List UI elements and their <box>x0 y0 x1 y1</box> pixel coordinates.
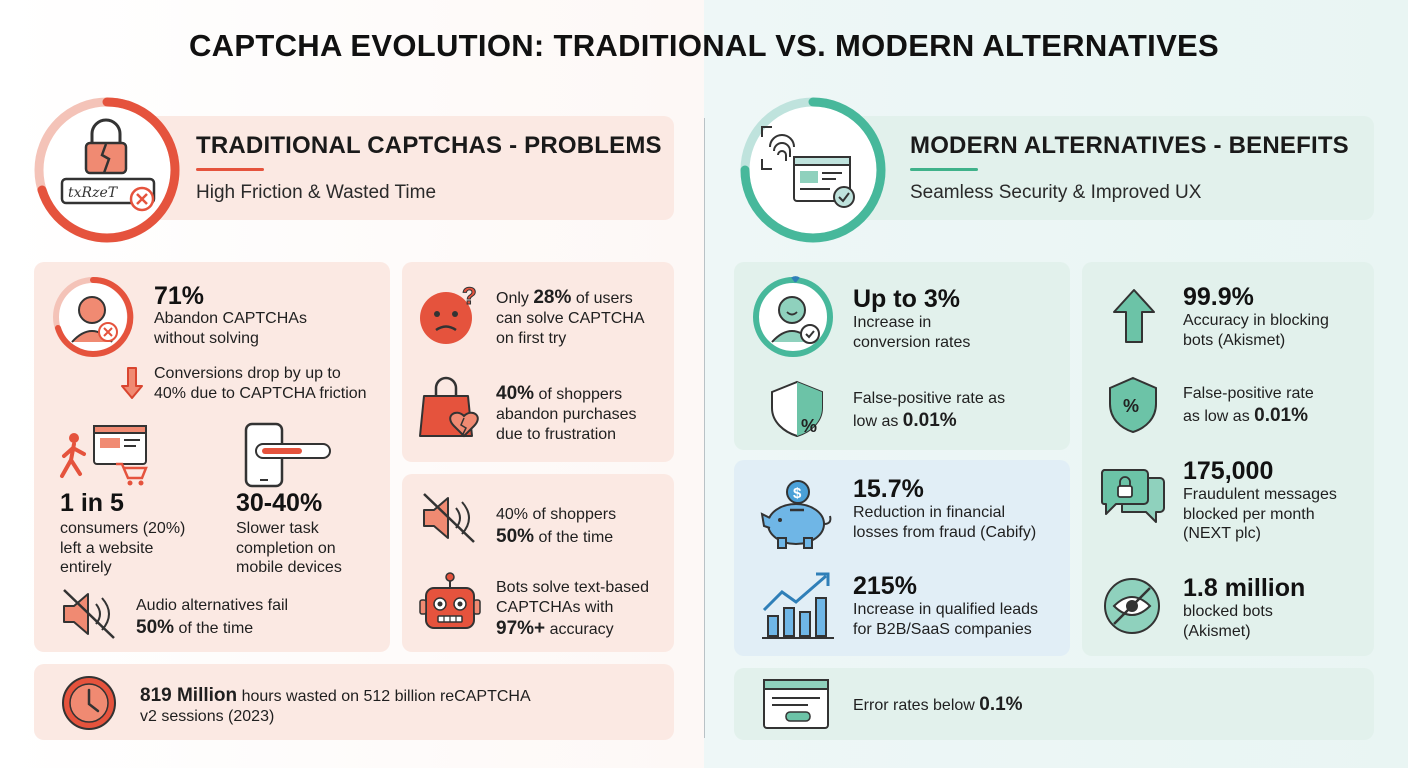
growth-chart-icon <box>760 570 836 640</box>
browser-window-icon <box>762 678 830 730</box>
robot-icon <box>418 572 482 638</box>
modern-header-rule <box>910 168 978 171</box>
traditional-header-card: TRADITIONAL CAPTCHAS - PROBLEMS High Fri… <box>116 116 674 220</box>
first-try-label: Only 28% of users can solve CAPTCHA on f… <box>496 287 645 347</box>
shield-percent-icon: % <box>768 380 826 438</box>
modern-header-subtitle: Seamless Security & Improved UX <box>910 182 1202 203</box>
fingerprint-verified-window-icon <box>740 97 886 243</box>
accuracy-value: 99.9% <box>1183 283 1254 311</box>
piggy-bank-icon: $ <box>758 478 834 550</box>
traditional-header-rule <box>196 168 264 171</box>
page-title: CAPTCHA EVOLUTION: TRADITIONAL VS. MODER… <box>188 28 1219 63</box>
arrow-down-icon <box>120 366 144 400</box>
false-positive-2-label: False-positive rate as low as 0.01% <box>1183 385 1314 426</box>
frustrated-user-icon <box>52 276 134 358</box>
svg-text:%: % <box>1123 396 1139 416</box>
bots-label: Bots solve text-based CAPTCHAs with 97%+… <box>496 579 649 640</box>
modern-errors-card <box>734 668 1374 740</box>
locked-chat-icon <box>1100 466 1166 528</box>
audio-fail-label: Audio alternatives fail 50% of the time <box>136 597 289 638</box>
accuracy-label: Accuracy in blocking bots (Akismet) <box>1183 312 1329 349</box>
left-site-label: consumers (20%) left a website entirely <box>60 520 186 577</box>
traditional-hours-card <box>34 664 674 740</box>
traditional-header-title: TRADITIONAL CAPTCHAS - PROBLEMS <box>196 132 662 159</box>
false-positive-1-label: False-positive rate as low as 0.01% <box>853 390 1006 431</box>
blocked-bots-value: 1.8 million <box>1183 574 1306 602</box>
leads-value: 215% <box>853 572 917 600</box>
svg-text:$: $ <box>793 485 802 502</box>
conversions-label: Conversions drop by up to 40% due to CAP… <box>154 365 367 402</box>
svg-text:%: % <box>801 416 817 436</box>
modern-header-title: MODERN ALTERNATIVES - BENEFITS <box>910 132 1349 159</box>
abandon-value: 71% <box>154 282 205 310</box>
conversion-label: Increase in conversion rates <box>853 314 971 351</box>
errors-label: Error rates below 0.1% <box>853 694 1023 715</box>
happy-user-check-icon <box>752 276 834 358</box>
shoppers-abandon-label: 40% of shoppers abandon purchases due to… <box>496 383 637 443</box>
mobile-value: 30-40% <box>236 489 323 517</box>
mobile-label: Slower task completion on mobile devices <box>236 520 342 577</box>
muted-speaker-icon <box>60 588 118 640</box>
fraud-value: 15.7% <box>853 475 924 503</box>
hours-label: 819 Million hours wasted on 512 billion … <box>140 685 531 726</box>
eye-slash-icon <box>1102 576 1162 636</box>
fraud-label: Reduction in financial losses from fraud… <box>853 504 1037 541</box>
abandon-label: Abandon CAPTCHAs without solving <box>154 310 307 347</box>
user-leaving-cart-icon <box>58 424 150 488</box>
shoppers-time-label: 40% of shoppers 50% of the time <box>496 506 617 547</box>
broken-heart-bag-icon <box>418 376 484 440</box>
blocked-bots-label: blocked bots (Akismet) <box>1183 603 1273 640</box>
modern-header-card: MODERN ALTERNATIVES - BENEFITS Seamless … <box>818 116 1374 220</box>
broken-lock-captcha-icon: txRzeT <box>34 97 180 243</box>
shield-percent-icon-2: % <box>1106 376 1160 434</box>
svg-text:?: ? <box>462 283 477 310</box>
messages-value: 175,000 <box>1183 457 1274 485</box>
mobile-slider-icon <box>242 422 334 488</box>
muted-speaker-icon-2 <box>420 492 478 544</box>
left-site-value: 1 in 5 <box>60 489 124 517</box>
leads-label: Increase in qualified leads for B2B/SaaS… <box>853 601 1039 638</box>
captcha-text: txRzeT <box>68 185 119 201</box>
center-divider <box>704 118 705 738</box>
clock-icon <box>60 674 118 732</box>
arrow-up-icon <box>1112 288 1156 344</box>
messages-label: Fraudulent messages blocked per month (N… <box>1183 486 1337 543</box>
conversion-value: Up to 3% <box>853 285 960 313</box>
confused-face-icon: ? <box>416 283 482 346</box>
traditional-header-subtitle: High Friction & Wasted Time <box>196 182 437 203</box>
